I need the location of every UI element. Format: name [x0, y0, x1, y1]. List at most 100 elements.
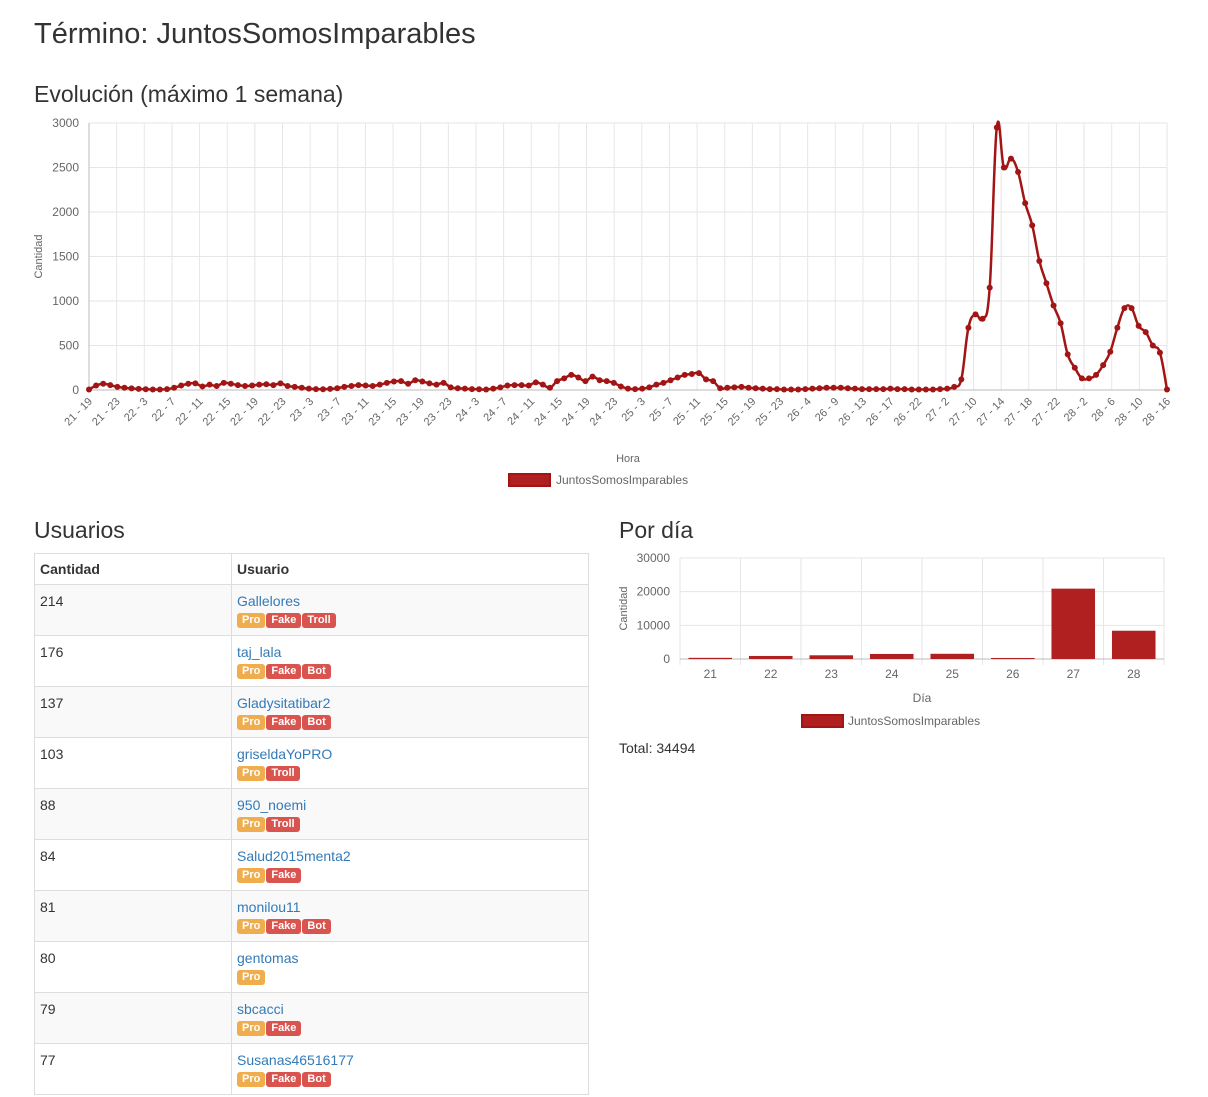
- data-point: [320, 386, 327, 393]
- data-point: [986, 284, 993, 291]
- data-point: [639, 385, 646, 392]
- data-point: [1128, 305, 1135, 312]
- x-tick-label: 26 - 4: [785, 396, 813, 424]
- user-link[interactable]: 950_noemi: [237, 797, 307, 813]
- users-table: Cantidad Usuario 214 Gallelores Pro Fake Tro…: [34, 553, 589, 1095]
- page-title: Término: JuntosSomosImparables: [34, 18, 476, 50]
- user-link[interactable]: sbcacci: [237, 1001, 284, 1017]
- data-point: [823, 384, 830, 391]
- data-point: [249, 382, 256, 389]
- data-point: [305, 385, 312, 392]
- data-point: [554, 378, 561, 385]
- user-badges: Pro Troll: [237, 817, 583, 834]
- table-row: 137 Gladysitatibar2 Pro Fake Bot: [34, 686, 589, 738]
- data-point: [142, 386, 149, 393]
- data-point: [483, 386, 490, 393]
- data-point: [277, 380, 284, 387]
- user-cell: monilou11 Pro Fake Bot: [231, 890, 589, 942]
- bar: [688, 657, 733, 659]
- data-point: [1071, 364, 1078, 371]
- data-point: [192, 380, 199, 387]
- count-cell: 137: [34, 686, 232, 738]
- data-point: [922, 386, 929, 393]
- data-point: [206, 381, 213, 388]
- x-tick-label: 24: [885, 667, 899, 681]
- data-point: [830, 384, 837, 391]
- bar: [748, 655, 793, 659]
- x-tick-label: 27 - 14: [975, 396, 1008, 429]
- table-row: 103 griseldaYoPRO Pro Troll: [34, 737, 589, 789]
- data-point: [880, 386, 887, 393]
- data-point: [213, 382, 220, 389]
- x-tick-label: 23 - 19: [394, 396, 427, 429]
- data-point: [433, 381, 440, 388]
- user-cell: Salud2015menta2 Pro Fake: [231, 839, 589, 891]
- count-cell: 84: [34, 839, 232, 891]
- x-tick-label: 25 - 23: [753, 396, 786, 429]
- data-point: [1050, 302, 1057, 309]
- user-link[interactable]: monilou11: [237, 899, 301, 915]
- data-point: [667, 377, 674, 384]
- x-tick-label: 25 - 3: [620, 396, 648, 424]
- data-point: [546, 384, 553, 391]
- pro-badge: Pro: [237, 664, 266, 679]
- bot-badge: Bot: [302, 715, 331, 730]
- data-point: [802, 386, 809, 393]
- data-point: [256, 381, 263, 388]
- table-row: 81 monilou11 Pro Fake Bot: [34, 890, 589, 942]
- bar: [990, 657, 1035, 659]
- data-point: [1000, 164, 1007, 171]
- data-point: [837, 384, 844, 391]
- data-point: [575, 374, 582, 381]
- pro-badge: Pro: [237, 970, 266, 985]
- count-cell: 79: [34, 992, 232, 1044]
- user-cell: Gallelores Pro Fake Troll: [231, 584, 589, 636]
- data-point: [1135, 322, 1142, 329]
- user-link[interactable]: Salud2015menta2: [237, 848, 351, 864]
- table-row: 80 gentomas Pro: [34, 941, 589, 993]
- data-point: [100, 380, 107, 387]
- x-tick-label: 25: [946, 667, 960, 681]
- table-row: 214 Gallelores Pro Fake Troll: [34, 584, 589, 636]
- x-tick-label: 28 - 10: [1113, 396, 1146, 429]
- data-point: [1022, 200, 1029, 207]
- user-link[interactable]: taj_lala: [237, 644, 282, 660]
- x-tick-label: 27: [1067, 667, 1081, 681]
- data-point: [887, 385, 894, 392]
- bar: [809, 655, 854, 659]
- data-point: [795, 386, 802, 393]
- user-link[interactable]: gentomas: [237, 950, 299, 966]
- x-tick-label: 23 - 15: [366, 396, 399, 429]
- column-header-user: Usuario: [231, 553, 589, 585]
- data-point: [703, 376, 710, 383]
- data-point: [419, 378, 426, 385]
- y-tick-label: 0: [663, 652, 670, 666]
- user-link[interactable]: Gladysitatibar2: [237, 695, 331, 711]
- data-point: [710, 378, 717, 385]
- data-point: [291, 383, 298, 390]
- data-point: [603, 378, 610, 385]
- data-point: [426, 380, 433, 387]
- x-tick-label: 28: [1127, 667, 1141, 681]
- data-point: [1078, 375, 1085, 382]
- user-badges: Pro: [237, 970, 583, 987]
- data-point: [965, 324, 972, 331]
- data-point: [1093, 371, 1100, 378]
- data-point: [1149, 342, 1156, 349]
- table-row: 79 sbcacci Pro Fake: [34, 992, 589, 1044]
- data-point: [1142, 329, 1149, 336]
- data-point: [298, 384, 305, 391]
- data-point: [107, 382, 114, 389]
- per-day-title: Por día: [619, 517, 694, 543]
- user-link[interactable]: griseldaYoPRO: [237, 746, 333, 762]
- count-cell: 81: [34, 890, 232, 942]
- x-tick-label: 27 - 18: [1002, 396, 1035, 429]
- user-cell: griseldaYoPRO Pro Troll: [231, 737, 589, 789]
- user-link[interactable]: Susanas46516177: [237, 1052, 354, 1068]
- data-point: [1057, 320, 1064, 327]
- fake-badge: Fake: [266, 919, 302, 934]
- data-point: [873, 386, 880, 393]
- data-point: [525, 382, 532, 389]
- bar: [1111, 630, 1156, 659]
- user-link[interactable]: Gallelores: [237, 593, 301, 609]
